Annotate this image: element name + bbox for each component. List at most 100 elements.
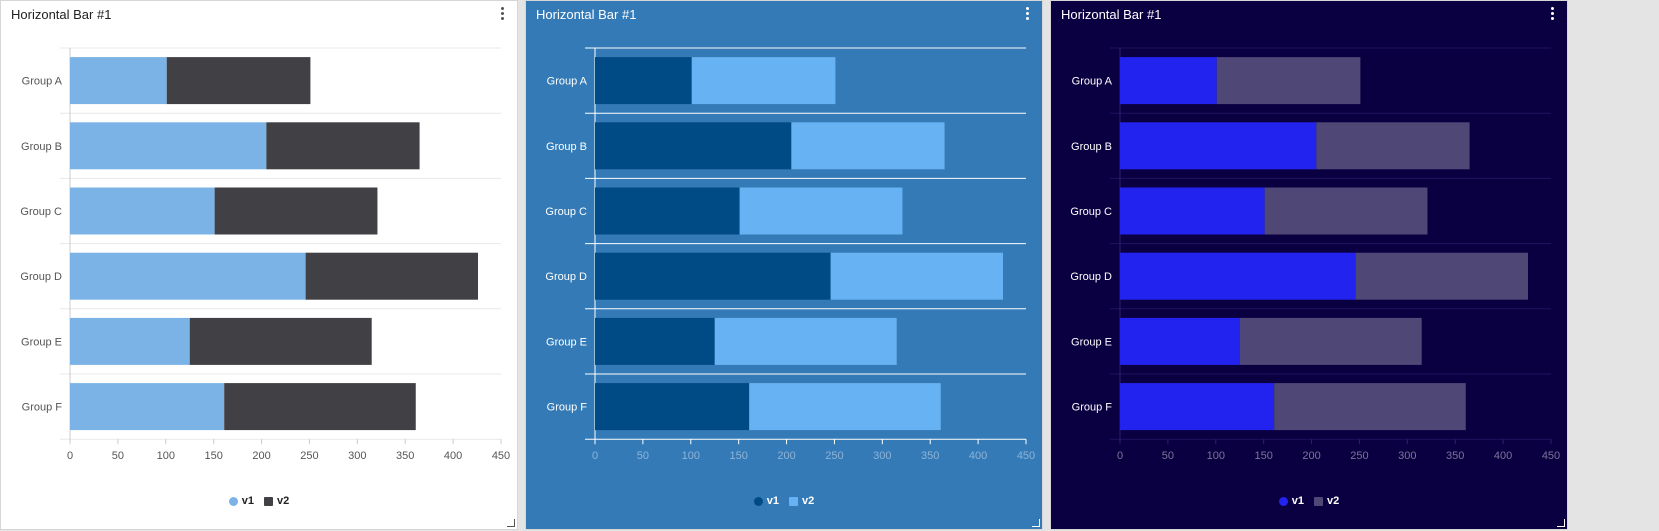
- bar-v2-group-f: [224, 383, 416, 431]
- legend-label-v2: v2: [277, 495, 290, 507]
- x-tick-label: 200: [1302, 450, 1320, 462]
- kebab-menu-icon[interactable]: [1024, 7, 1030, 21]
- category-label: Group E: [21, 336, 62, 348]
- legend-swatch-v2: [1314, 496, 1323, 506]
- x-tick-label: 250: [1350, 450, 1368, 462]
- x-tick-label: 100: [157, 450, 175, 462]
- bar-chart: Group A Group B Group C Group D Group E Group…: [20, 47, 510, 462]
- bar-v2-group-f: [749, 383, 941, 431]
- bar-v1-group-a: [595, 57, 692, 105]
- x-tick-label: 450: [492, 450, 510, 462]
- legend-item-v1[interactable]: v1: [228, 495, 254, 507]
- chart-legend: v1 v2: [1, 495, 517, 507]
- category-label: Group D: [20, 271, 62, 283]
- legend-swatch-v2: [789, 496, 798, 506]
- x-tick-label: 350: [921, 450, 939, 462]
- bar-v2-group-c: [214, 187, 378, 235]
- x-tick-label: 400: [969, 450, 987, 462]
- bar-v2-group-d: [830, 252, 1004, 300]
- bar-v1-group-e: [595, 317, 715, 365]
- x-tick-label: 150: [1254, 450, 1272, 462]
- resize-handle-icon[interactable]: [1032, 519, 1040, 527]
- x-tick-label: 0: [1117, 450, 1123, 462]
- resize-handle-icon[interactable]: [1557, 519, 1565, 527]
- legend-item-v1[interactable]: v1: [753, 495, 779, 507]
- bar-v2-group-c: [1264, 187, 1428, 235]
- bar-chart: Group A Group B Group C Group D Group E Group…: [545, 47, 1035, 462]
- x-tick-label: 200: [252, 450, 270, 462]
- legend-item-v2[interactable]: v2: [264, 495, 289, 507]
- bar-v2-group-f: [1274, 383, 1466, 431]
- category-label: Group A: [1072, 76, 1113, 88]
- x-tick-label: 300: [1398, 450, 1416, 462]
- bar-v1-group-f: [1120, 383, 1275, 431]
- bar-v1-group-e: [70, 317, 190, 365]
- panel-title: Horizontal Bar #1: [536, 7, 637, 22]
- bar-v1-group-b: [595, 122, 792, 170]
- x-tick-label: 50: [1162, 450, 1174, 462]
- legend-swatch-v1: [1278, 496, 1288, 506]
- category-label: Group F: [1072, 402, 1113, 414]
- bar-v2-group-d: [305, 252, 479, 300]
- x-tick-label: 350: [1446, 450, 1464, 462]
- bar-chart: Group A Group B Group C Group D Group E Group…: [1070, 47, 1560, 462]
- bar-v2-group-b: [791, 122, 945, 170]
- bar-v1-group-c: [1120, 187, 1265, 235]
- bar-v1-group-a: [1120, 57, 1217, 105]
- x-tick-label: 200: [777, 450, 795, 462]
- bar-v2-group-b: [1316, 122, 1470, 170]
- kebab-menu-icon[interactable]: [499, 7, 505, 21]
- category-label: Group C: [545, 206, 587, 218]
- x-tick-label: 0: [592, 450, 598, 462]
- bar-v1-group-f: [70, 383, 225, 431]
- bar-v1-group-b: [70, 122, 267, 170]
- category-label: Group B: [546, 141, 587, 153]
- panel-title: Horizontal Bar #1: [1061, 7, 1162, 22]
- x-tick-label: 150: [729, 450, 747, 462]
- legend-swatch-v1: [753, 496, 763, 506]
- bar-v2-group-a: [691, 57, 836, 105]
- category-label: Group C: [1070, 206, 1112, 218]
- x-tick-label: 250: [825, 450, 843, 462]
- category-label: Group B: [21, 141, 62, 153]
- bar-v1-group-d: [70, 252, 306, 300]
- legend-item-v2[interactable]: v2: [789, 495, 814, 507]
- bar-v1-group-d: [595, 252, 831, 300]
- legend-item-v2[interactable]: v2: [1314, 495, 1339, 507]
- resize-handle-icon[interactable]: [507, 519, 515, 527]
- x-tick-label: 50: [637, 450, 649, 462]
- category-label: Group D: [545, 271, 587, 283]
- category-label: Group E: [546, 336, 587, 348]
- x-tick-label: 300: [348, 450, 366, 462]
- legend-swatch-v1: [228, 496, 238, 506]
- category-label: Group A: [547, 76, 588, 88]
- legend-swatch-v2: [264, 496, 273, 506]
- kebab-menu-icon[interactable]: [1549, 7, 1555, 21]
- bar-v2-group-e: [714, 317, 897, 365]
- legend-item-v1[interactable]: v1: [1278, 495, 1304, 507]
- x-tick-label: 400: [444, 450, 462, 462]
- x-tick-label: 100: [1207, 450, 1225, 462]
- chart-legend: v1 v2: [1051, 495, 1567, 507]
- bar-v2-group-e: [1239, 317, 1422, 365]
- bar-v1-group-a: [70, 57, 167, 105]
- legend-label-v1: v1: [766, 495, 779, 507]
- bar-v2-group-a: [166, 57, 311, 105]
- x-tick-label: 50: [112, 450, 124, 462]
- bar-v1-group-f: [595, 383, 750, 431]
- bar-v1-group-d: [1120, 252, 1356, 300]
- legend-label-v1: v1: [241, 495, 254, 507]
- x-tick-label: 0: [67, 450, 73, 462]
- legend-label-v1: v1: [1291, 495, 1304, 507]
- x-tick-label: 400: [1494, 450, 1512, 462]
- x-tick-label: 350: [396, 450, 414, 462]
- bar-v2-group-d: [1355, 252, 1529, 300]
- bar-v1-group-c: [70, 187, 215, 235]
- x-tick-label: 100: [682, 450, 700, 462]
- bar-v2-group-c: [739, 187, 903, 235]
- bar-v2-group-b: [266, 122, 420, 170]
- legend-label-v2: v2: [802, 495, 815, 507]
- category-label: Group D: [1070, 271, 1112, 283]
